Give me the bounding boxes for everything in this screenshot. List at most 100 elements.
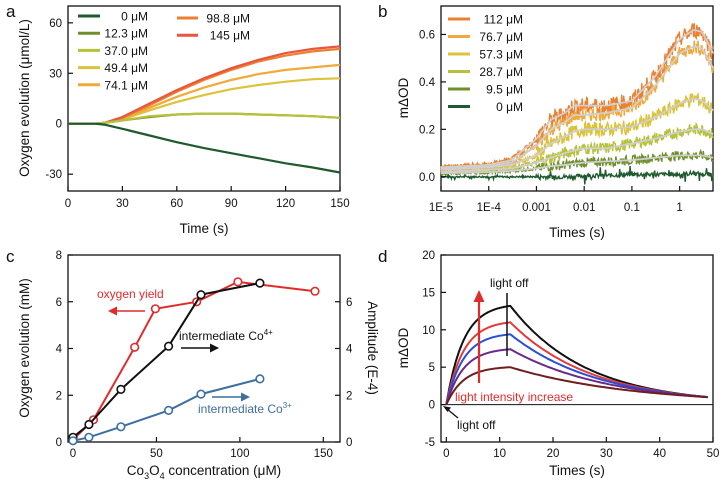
panel-d-series-line (445, 304, 708, 405)
panel-b-x-tick-label: 1E-4 (477, 202, 502, 214)
panel-b-legend-label: 9.5 μM (486, 83, 523, 97)
label-intermediate-co3: intermediate Co3+ (198, 401, 292, 416)
arrow-oxygen-yield-head (108, 306, 117, 316)
label-intermediate-co4: intermediate Co4+ (179, 328, 273, 343)
panel-b-legend-label: 0 μM (496, 100, 523, 114)
panel-d: 0 10 20 30 40 50 -5 0 5 10 15 20 Times (s) mΔOD lig… (396, 250, 719, 478)
panel-d-x-tick-label: 50 (707, 448, 720, 460)
panel-c-y2-tick-label: 6 (346, 297, 352, 309)
panel-c-data-point (164, 405, 174, 416)
panel-a-legend-label: 12.3 μM (104, 27, 148, 41)
panel-c-data-point (233, 277, 243, 287)
panel-b-y-tick-label: 0.0 (419, 172, 435, 184)
panel-c-data-point (130, 342, 140, 352)
panel-c-data-point (255, 374, 265, 384)
panel-a-x-tick-label: 30 (116, 198, 129, 210)
panel-a-legend-label: 145 μM (210, 29, 250, 43)
panel-b-legend-label: 112 μM (484, 13, 523, 27)
panel-d-x-tick-label: 40 (653, 448, 666, 460)
light-off-bottom-label: light off (457, 418, 496, 432)
panel-c-x-tick-label: 150 (314, 448, 333, 460)
panel-d-series-line (445, 366, 708, 406)
panel-c-data-point (196, 389, 206, 399)
panel-b-y-tick-label: 0.4 (419, 77, 436, 89)
panel-a-x-tick-label: 0 (65, 198, 71, 210)
panel-label-a: a (6, 2, 16, 21)
panel-b-frame (440, 5, 714, 192)
panel-d-y-tick-label: 5 (429, 362, 435, 374)
panel-d-y-tick-label: -5 (425, 437, 435, 449)
panel-b-x-tick-label: 0.001 (522, 202, 551, 214)
panel-d-x-tick-label: 10 (493, 448, 506, 460)
panel-c-x-tick-label: 50 (150, 448, 163, 460)
panel-a-x-tick-label: 120 (276, 198, 295, 210)
panel-c-data-point (68, 436, 78, 446)
panel-b-x-tick-label: 1E-5 (429, 202, 453, 214)
panel-c-x-label-sub3: 3 (144, 471, 149, 481)
panel-c-data-point (116, 384, 126, 395)
panel-a-legend-label: 37.0 μM (104, 44, 148, 58)
panel-a-y-tick-label: 0 (56, 119, 62, 131)
panel-c-x-label-o: O (149, 463, 160, 478)
panel-b-y-tick-label: 0.2 (419, 124, 435, 136)
panel-b-legend-label: 28.7 μM (479, 65, 523, 79)
panel-b-fit-curve (441, 154, 714, 175)
panel-c: 0 50 100 150 0 2 4 6 8 0 2 4 6 Oxygen evolution (mM)… (17, 250, 380, 481)
panel-d-x-tick-label: 30 (600, 448, 613, 460)
panel-b-y-label: mΔOD (396, 77, 411, 118)
panel-a-legend-label: 74.1 μM (104, 78, 148, 92)
panel-b-legend-label: 76.7 μM (479, 30, 523, 44)
panel-b-x-tick-label: 0.01 (573, 202, 595, 214)
arrow-co3-head (241, 392, 250, 402)
panel-a-x-label: Time (s) (180, 221, 229, 236)
panel-c-x-tick-label: 0 (70, 448, 76, 460)
panel-label-c: c (6, 247, 15, 266)
panel-c-data-point (84, 419, 94, 430)
panel-d-x-tick-label: 0 (443, 448, 449, 460)
panel-b-fit-curve (440, 128, 714, 173)
panel-a-series-line (68, 122, 341, 174)
panel-a: 0 30 60 90 120 150 -30 0 30 60 Time (s) Oxygen ev… (17, 5, 350, 236)
light-off-bottom-arrow-head (443, 406, 451, 412)
panel-d-y-label: mΔOD (396, 327, 411, 368)
panel-b-raw-trace (440, 165, 714, 185)
label-co4-text: intermediate Co (179, 329, 264, 343)
panel-c-data-point (116, 422, 126, 432)
panel-a-y-label: Oxygen evolution (μmol/L) (17, 19, 32, 177)
panel-a-x-tick-label: 90 (225, 198, 238, 210)
panel-c-data-point (150, 304, 160, 314)
panel-c-y2-tick-label: 4 (346, 344, 353, 356)
panel-a-series-line (68, 112, 341, 125)
panel-b-y-tick-label: 0.6 (419, 29, 435, 41)
panel-c-y-tick-label: 8 (56, 250, 62, 262)
panel-d-series-line (445, 333, 708, 405)
panel-c-y2-tick-label: 2 (346, 390, 352, 402)
panel-a-y-tick-label: 30 (49, 68, 62, 80)
panel-d-y-tick-label: 20 (422, 250, 435, 262)
panel-d-x-tick-label: 20 (547, 448, 560, 460)
panel-d-y-tick-label: 0 (429, 400, 435, 412)
panel-a-x-tick-label: 60 (170, 198, 183, 210)
panel-c-y2-tick-label: 0 (346, 437, 352, 449)
panel-c-x-label-sub4: 4 (160, 471, 165, 481)
panel-c-y-tick-label: 6 (56, 297, 62, 309)
panel-c-x-label: Co3O4 concentration (μM) (127, 463, 281, 481)
panel-a-y-tick-label: 60 (49, 18, 62, 30)
panel-a-legend-label: 98.8 μM (206, 12, 250, 26)
panel-a-y-tick-label: -30 (45, 169, 62, 181)
panel-a-frame (67, 5, 341, 192)
panel-label-b: b (378, 2, 387, 21)
panel-d-y-tick-label: 15 (422, 287, 435, 299)
panel-c-x-tick-label: 100 (230, 448, 249, 460)
panel-d-frame (440, 254, 714, 443)
panel-b-x-label: Times (s) (549, 225, 605, 240)
panel-b-fit-curve (440, 45, 714, 170)
panel-d-series-line (445, 348, 708, 405)
panel-a-legend-label: 0 μM (121, 10, 148, 24)
panel-c-data-point (196, 290, 206, 300)
panel-a-x-tick-label: 150 (330, 198, 349, 210)
panel-d-x-label: Times (s) (549, 463, 605, 478)
light-off-bottom-arrow-line (446, 408, 459, 419)
panel-b-x-tick-label: 0.1 (624, 202, 640, 214)
